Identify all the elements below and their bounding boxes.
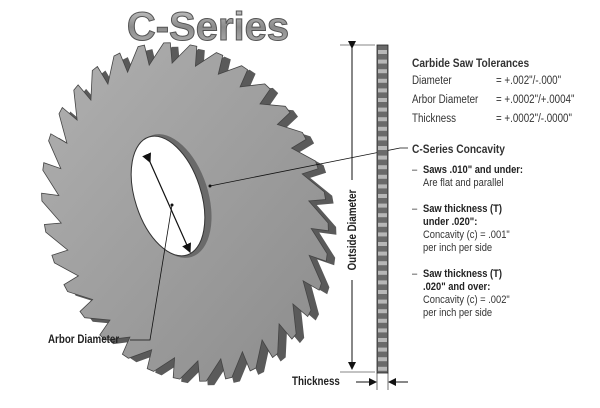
side-tooth-mark (378, 88, 387, 93)
side-tooth-mark (378, 165, 387, 170)
tol-value-diameter: = +.002"/-.000" (496, 75, 562, 87)
side-tooth-mark (378, 280, 387, 285)
concavity-item-3-text2: per inch per side (423, 307, 493, 319)
side-tooth-mark (378, 78, 387, 83)
side-tooth-mark (378, 194, 387, 198)
tol-value-arbor: = +.0002"/+.0004" (496, 94, 575, 106)
side-tooth-mark (378, 50, 387, 54)
title: C-Series (127, 5, 289, 49)
side-tooth-mark (378, 309, 387, 314)
tol-label-diameter: Diameter (412, 75, 452, 87)
side-tooth-mark (378, 251, 387, 256)
side-tooth-mark (378, 338, 387, 342)
tolerances-heading: Carbide Saw Tolerances (412, 56, 530, 70)
side-tooth-mark (378, 69, 387, 74)
arbor-diameter-arrow (142, 152, 191, 254)
side-tooth-mark (378, 184, 387, 189)
concavity-item-1-title: Saws .010" and under: (423, 164, 524, 176)
concavity-item-3-title: Saw thickness (T) (423, 268, 502, 280)
side-tooth-mark (378, 107, 387, 112)
thickness-dimension (356, 373, 408, 390)
side-tooth-mark (378, 136, 387, 141)
concavity-item-2-title: Saw thickness (T) (423, 203, 502, 215)
tol-value-thickness: = +.0002"/-.0000" (496, 113, 572, 125)
side-tooth-mark (378, 290, 387, 294)
side-tooth-mark (378, 347, 387, 352)
side-tooth-mark (378, 146, 387, 150)
side-tooth-mark (378, 98, 387, 102)
concavity-heading: C-Series Concavity (412, 142, 505, 156)
concavity-item-2-text2: per inch per side (423, 242, 493, 254)
side-tooth-mark (378, 155, 387, 160)
side-tooth-mark (378, 59, 387, 64)
arbor-diameter-label: Arbor Diameter (48, 334, 120, 346)
side-tooth-mark (378, 222, 387, 227)
side-tooth-mark (378, 203, 387, 208)
outside-diameter-dimension: Outside Diameter (340, 41, 375, 373)
side-tooth-mark (378, 270, 387, 275)
concavity-item-1-text: Are flat and parallel (423, 177, 504, 189)
side-tooth-mark (378, 299, 387, 304)
side-tooth-mark (378, 213, 387, 218)
side-tooth-mark (378, 366, 387, 371)
tol-label-arbor: Arbor Diameter (412, 94, 479, 106)
concavity-item-3-text1: Concavity (c) = .002" (423, 294, 510, 306)
side-tooth-mark (378, 328, 387, 333)
arbor-leader (130, 204, 173, 341)
side-tooth-mark (378, 117, 387, 122)
side-tooth-mark (378, 357, 387, 362)
concavity-item-2-text1: Concavity (c) = .001" (423, 229, 510, 241)
side-view (376, 44, 389, 374)
outside-diameter-label: Outside Diameter (346, 190, 359, 271)
concavity-item-2-title2: under .020": (423, 216, 478, 228)
thickness-label: Thickness (292, 376, 340, 388)
side-tooth-mark (378, 126, 387, 131)
side-tooth-mark (378, 318, 387, 323)
side-tooth-mark (378, 174, 387, 179)
concavity-item-3-title2: .020" and over: (423, 281, 491, 293)
tol-label-thickness: Thickness (412, 113, 457, 125)
side-tooth-mark (378, 261, 387, 266)
concavity-leader (209, 147, 408, 187)
saw-blade (41, 42, 408, 386)
side-tooth-mark (378, 232, 387, 237)
side-tooth-mark (378, 242, 387, 246)
